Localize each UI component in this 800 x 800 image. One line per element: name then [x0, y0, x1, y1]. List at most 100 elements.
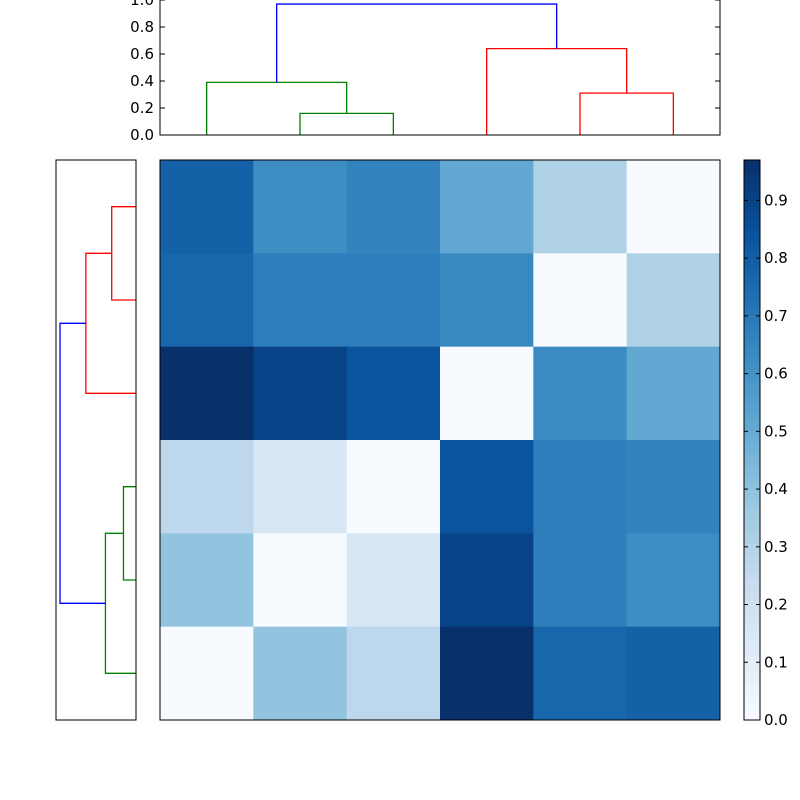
colorbar-segment — [744, 258, 760, 264]
heatmap-cell — [533, 440, 628, 534]
heatmap-cell — [346, 160, 441, 254]
colorbar-segment — [744, 272, 760, 278]
colorbar-segment — [744, 188, 760, 194]
heatmap-cell — [440, 253, 534, 348]
colorbar-segment — [744, 267, 760, 273]
colorbar-segment — [744, 598, 760, 604]
colorbar-segment — [744, 295, 760, 301]
heatmap-cell — [626, 160, 721, 254]
colorbar-segment — [744, 472, 760, 478]
colorbar-segment — [744, 178, 760, 184]
colorbar-segment — [744, 659, 760, 665]
heatmap-cell — [626, 626, 721, 721]
colorbar-segment — [744, 290, 760, 296]
left-dendrogram — [55, 159, 137, 721]
colorbar-segment — [744, 514, 760, 520]
heatmap-cell — [440, 160, 534, 254]
colorbar-segment — [744, 556, 760, 562]
colorbar-segment — [744, 552, 760, 558]
colorbar-segment — [744, 262, 760, 268]
colorbar-segment — [744, 192, 760, 198]
top-dendrogram-link — [276, 3, 558, 83]
colorbar-tick-label: 0.6 — [764, 365, 788, 383]
left-dendrogram-link — [59, 322, 106, 604]
colorbar-segment — [744, 412, 760, 418]
heatmap-cell — [160, 626, 254, 721]
colorbar-segment — [744, 584, 760, 590]
colorbar-segment — [744, 575, 760, 581]
colorbar-segment — [744, 500, 760, 506]
heatmap-cell — [533, 346, 628, 441]
colorbar-segment — [744, 164, 760, 170]
colorbar-segment — [744, 202, 760, 208]
colorbar-segment — [744, 314, 760, 320]
colorbar-segment — [744, 225, 760, 231]
heatmap-cell — [346, 253, 441, 348]
colorbar-segment — [744, 706, 760, 712]
heatmap-cell — [533, 533, 628, 628]
colorbar-segment — [744, 664, 760, 670]
colorbar-segment — [744, 696, 760, 702]
colorbar-segment — [744, 407, 760, 413]
heatmap-cell — [626, 533, 721, 628]
colorbar-segment — [744, 668, 760, 674]
heatmap-cell — [440, 533, 534, 628]
colorbar-segment — [744, 533, 760, 539]
top-dendrogram-ytick-label: 0.2 — [130, 99, 154, 117]
colorbar-segment — [744, 458, 760, 464]
top-dendrogram-link — [206, 81, 348, 135]
colorbar-segment — [744, 692, 760, 698]
colorbar-segment — [744, 636, 760, 642]
colorbar-tick-label: 0.4 — [764, 480, 788, 498]
colorbar-segment — [744, 337, 760, 343]
colorbar-segment — [744, 547, 760, 553]
heatmap-cell — [253, 440, 348, 534]
top-dendrogram-ytick-label: 0.8 — [130, 18, 154, 36]
colorbar-segment — [744, 374, 760, 380]
colorbar-segment — [744, 421, 760, 427]
top-dendrogram-ytick-label: 1.0 — [130, 0, 154, 9]
colorbar-segment — [744, 510, 760, 516]
top-dendrogram-ytick-label: 0.4 — [130, 72, 154, 90]
heatmap-cell — [533, 626, 628, 721]
colorbar-segment — [744, 631, 760, 637]
colorbar-segment — [744, 477, 760, 483]
left-dendrogram-link — [104, 532, 136, 674]
heatmap-cell — [253, 533, 348, 628]
colorbar-segment — [744, 230, 760, 236]
top-dendrogram-link — [299, 112, 394, 135]
colorbar-segment — [744, 430, 760, 436]
colorbar-segment — [744, 505, 760, 511]
colorbar-segment — [744, 244, 760, 250]
colorbar-segment — [744, 206, 760, 212]
colorbar-segment — [744, 701, 760, 707]
colorbar-segment — [744, 220, 760, 226]
colorbar-segment — [744, 426, 760, 432]
left-dendrogram-link — [85, 252, 136, 394]
colorbar-segment — [744, 496, 760, 502]
heatmap-cell — [626, 440, 721, 534]
colorbar-segment — [744, 365, 760, 371]
colorbar-segment — [744, 216, 760, 222]
colorbar-segment — [744, 174, 760, 180]
colorbar-tick-label: 0.8 — [764, 249, 788, 267]
colorbar-segment — [744, 682, 760, 688]
colorbar-segment — [744, 384, 760, 390]
heatmap-frame — [159, 159, 721, 721]
colorbar-segment — [744, 645, 760, 651]
heatmap-panel — [159, 159, 721, 721]
colorbar-segment — [744, 570, 760, 576]
colorbar-segment — [744, 379, 760, 385]
left-dendrogram-frame — [55, 159, 137, 721]
colorbar-segment — [744, 678, 760, 684]
colorbar-segment — [744, 304, 760, 310]
colorbar-segment — [744, 360, 760, 366]
colorbar-segment — [744, 566, 760, 572]
colorbar-segment — [744, 463, 760, 469]
colorbar: 0.0 0.1 0.2 0.3 0.4 0.5 0.6 0.7 0.8 0.9 — [743, 159, 788, 729]
colorbar-segment — [744, 640, 760, 646]
colorbar-segment — [744, 435, 760, 441]
colorbar-segment — [744, 300, 760, 306]
colorbar-segment — [744, 687, 760, 693]
